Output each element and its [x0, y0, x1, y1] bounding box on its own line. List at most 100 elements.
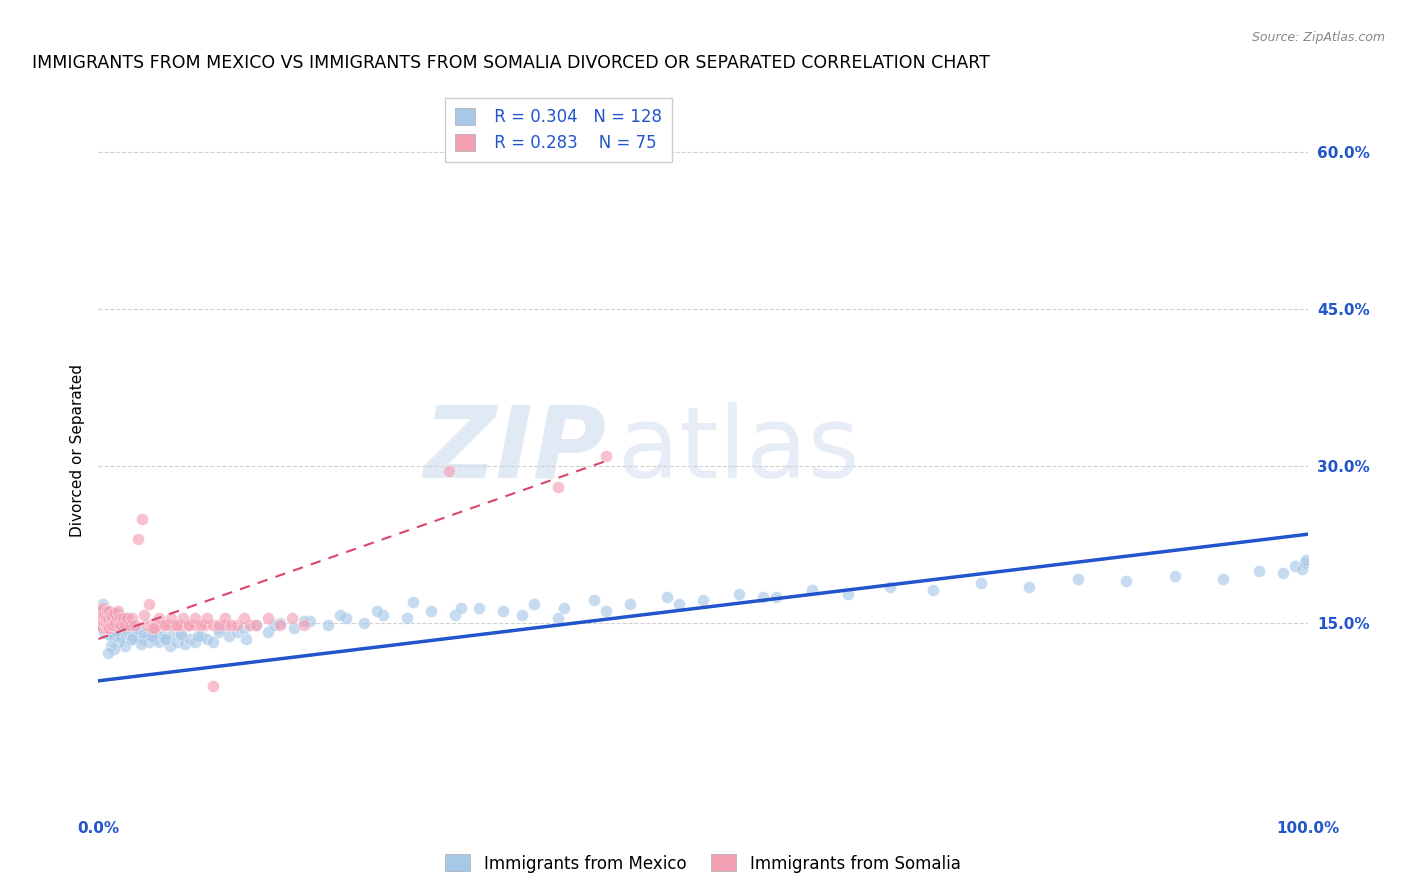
Point: [100, 640, 122, 654]
Point: [91, 598, 114, 612]
Point: [190, 629, 212, 643]
Point: [90, 616, 112, 631]
Point: [595, 604, 617, 618]
Point: [208, 618, 231, 632]
Point: [143, 622, 166, 636]
Point: [96, 611, 118, 625]
Point: [523, 598, 546, 612]
Point: [98, 614, 121, 628]
Point: [162, 626, 184, 640]
Point: [103, 629, 125, 643]
Point: [335, 611, 357, 625]
Point: [117, 611, 139, 625]
Point: [134, 626, 156, 640]
Point: [245, 618, 267, 632]
Point: [1291, 562, 1313, 576]
Point: [169, 618, 191, 632]
Point: [143, 632, 166, 646]
Point: [492, 604, 515, 618]
Point: [100, 611, 122, 625]
Point: [174, 637, 197, 651]
Point: [1163, 569, 1185, 583]
Point: [93, 607, 115, 622]
Point: [120, 632, 142, 646]
Point: [111, 611, 134, 625]
Point: [104, 611, 127, 625]
Point: [450, 600, 472, 615]
Point: [100, 611, 122, 625]
Point: [420, 604, 443, 618]
Point: [166, 635, 188, 649]
Point: [121, 624, 143, 639]
Point: [214, 618, 236, 632]
Point: [619, 598, 641, 612]
Point: [98, 622, 121, 636]
Point: [163, 618, 186, 632]
Point: [141, 624, 163, 639]
Point: [172, 611, 194, 625]
Point: [371, 607, 394, 622]
Point: [160, 611, 183, 625]
Point: [152, 618, 174, 632]
Point: [148, 611, 170, 625]
Point: [235, 632, 257, 646]
Point: [256, 611, 278, 625]
Point: [94, 604, 117, 618]
Point: [970, 576, 993, 591]
Point: [112, 622, 135, 636]
Point: [135, 629, 157, 643]
Point: [190, 618, 212, 632]
Point: [1294, 556, 1316, 570]
Point: [366, 604, 388, 618]
Point: [208, 622, 231, 636]
Point: [97, 611, 120, 625]
Point: [292, 614, 315, 628]
Point: [91, 607, 114, 622]
Point: [141, 622, 163, 636]
Point: [94, 618, 117, 632]
Point: [232, 622, 254, 636]
Point: [110, 618, 132, 632]
Point: [202, 679, 225, 693]
Point: [148, 635, 170, 649]
Point: [184, 635, 207, 649]
Point: [89, 611, 111, 625]
Point: [104, 616, 127, 631]
Point: [269, 616, 291, 631]
Point: [129, 637, 152, 651]
Point: [91, 618, 114, 632]
Point: [117, 611, 139, 625]
Point: [402, 595, 425, 609]
Point: [510, 607, 533, 622]
Point: [226, 618, 249, 632]
Point: [122, 629, 145, 643]
Point: [169, 629, 191, 643]
Point: [94, 611, 117, 625]
Point: [91, 616, 114, 631]
Point: [283, 622, 305, 636]
Point: [921, 582, 943, 597]
Point: [118, 618, 141, 632]
Point: [1067, 572, 1090, 586]
Point: [157, 618, 180, 632]
Point: [1295, 553, 1317, 567]
Point: [98, 604, 121, 618]
Point: [108, 635, 131, 649]
Point: [91, 600, 114, 615]
Point: [111, 614, 134, 628]
Point: [1272, 566, 1295, 580]
Point: [202, 635, 225, 649]
Point: [91, 604, 114, 618]
Point: [103, 642, 125, 657]
Point: [595, 449, 617, 463]
Point: [202, 618, 225, 632]
Point: [93, 607, 115, 622]
Point: [316, 618, 339, 632]
Point: [668, 598, 690, 612]
Point: [184, 618, 207, 632]
Point: [100, 606, 122, 620]
Point: [97, 607, 120, 622]
Point: [121, 632, 143, 646]
Point: [395, 611, 418, 625]
Point: [159, 640, 181, 654]
